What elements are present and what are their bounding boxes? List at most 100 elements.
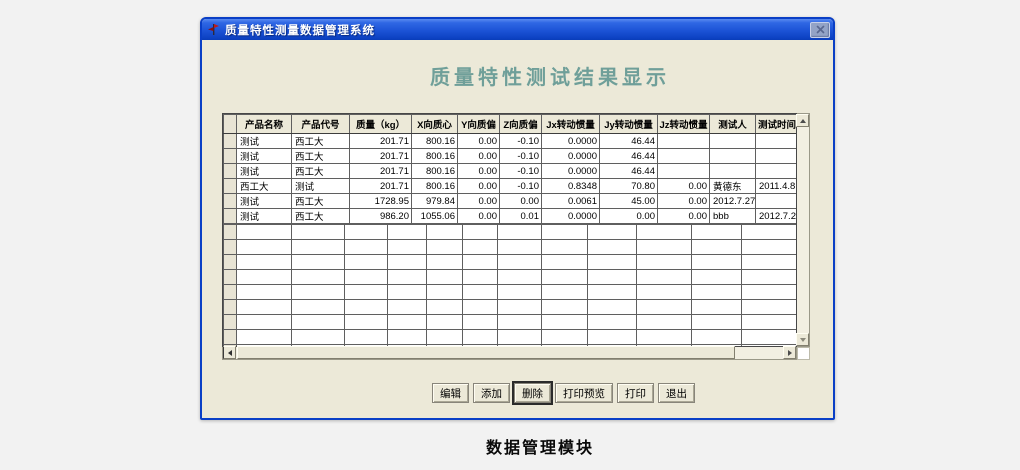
triangle-down-icon [799, 337, 806, 342]
empty-cell [236, 314, 292, 330]
table-cell: 测试 [236, 163, 292, 179]
row-selector[interactable] [223, 193, 237, 209]
horizontal-scrollbar-thumb[interactable] [237, 346, 735, 359]
table-cell [755, 133, 796, 149]
results-table: 产品名称 产品代号 质量（kg） X向质心 Y向质偏 Z向质偏 Jx转动惯量 Jy转动惯量 Jz… [223, 114, 796, 224]
empty-cell [587, 329, 637, 345]
empty-cell [344, 254, 388, 270]
empty-table-row [223, 269, 796, 285]
empty-cell [636, 329, 692, 345]
table-cell: 201.71 [349, 163, 412, 179]
empty-cell [462, 224, 498, 240]
table-cell: -0.10 [499, 178, 542, 194]
triangle-right-icon [787, 349, 792, 356]
scroll-left-button[interactable] [223, 346, 236, 359]
empty-cell [426, 329, 463, 345]
scroll-up-button[interactable] [796, 114, 809, 127]
empty-cell [462, 284, 498, 300]
empty-cell [741, 329, 796, 345]
table-cell: 0.00 [499, 193, 542, 209]
table-row[interactable]: 西工大 测试 201.71 800.16 0.00 -0.10 0.8348 70.80 0.0… [223, 178, 796, 194]
results-grid: 产品名称 产品代号 质量（kg） X向质心 Y向质偏 Z向质偏 Jx转动惯量 Jy转动惯量 Jz… [222, 113, 810, 360]
scroll-right-button[interactable] [783, 346, 796, 359]
table-cell: 201.71 [349, 178, 412, 194]
empty-cell [497, 329, 542, 345]
row-selector[interactable] [223, 148, 237, 164]
table-cell: 0.00 [457, 208, 500, 224]
empty-cell [691, 299, 742, 315]
table-cell: 0.0000 [541, 148, 600, 164]
table-row[interactable]: 测试 西工大 201.71 800.16 0.00 -0.10 0.0000 46.44 [223, 148, 796, 164]
empty-cell [291, 254, 345, 270]
table-cell [657, 133, 710, 149]
header-row: 产品名称 产品代号 质量（kg） X向质心 Y向质偏 Z向质偏 Jx转动惯量 Jy转动惯量 Jz… [223, 114, 796, 134]
empty-cell [291, 314, 345, 330]
column-header: 产品名称 [236, 114, 292, 134]
empty-cell [223, 284, 237, 300]
empty-cell [691, 239, 742, 255]
table-cell [755, 148, 796, 164]
column-header: 测试时间 [755, 114, 796, 134]
horizontal-scrollbar[interactable] [222, 346, 797, 360]
scrollbar-corner [797, 347, 810, 360]
exit-button[interactable]: 退出 [658, 383, 695, 403]
edit-button[interactable]: 编辑 [432, 383, 469, 403]
empty-cell [223, 299, 237, 315]
empty-cell [236, 329, 292, 345]
empty-cell [462, 254, 498, 270]
close-button[interactable] [810, 21, 830, 38]
table-cell: 2011.4.8 [755, 178, 796, 194]
table-cell: 2012.7.2 [755, 208, 796, 224]
empty-table-row [223, 344, 796, 346]
table-cell: 46.44 [599, 148, 658, 164]
row-selector[interactable] [223, 208, 237, 224]
table-cell: 201.71 [349, 148, 412, 164]
table-cell: 0.00 [457, 193, 500, 209]
module-caption: 数据管理模块 [485, 440, 594, 457]
vertical-scrollbar[interactable] [796, 113, 810, 347]
table-cell: 测试 [236, 148, 292, 164]
table-cell: 0.01 [499, 208, 542, 224]
empty-cell [541, 269, 588, 285]
print-button[interactable]: 打印 [617, 383, 654, 403]
grid-area: 产品名称 产品代号 质量（kg） X向质心 Y向质偏 Z向质偏 Jx转动惯量 Jy转动惯量 Jz… [222, 113, 797, 347]
empty-cell [236, 224, 292, 240]
table-cell: 0.00 [657, 178, 710, 194]
table-cell [709, 133, 756, 149]
title-bar[interactable]: 质量特性测量数据管理系统 [202, 19, 833, 40]
table-cell: 0.8348 [541, 178, 600, 194]
column-header: Jx转动惯量 [541, 114, 600, 134]
row-selector[interactable] [223, 178, 237, 194]
app-icon [207, 23, 221, 37]
table-cell: 0.00 [457, 133, 500, 149]
delete-button[interactable]: 删除 [512, 381, 553, 405]
row-selector[interactable] [223, 163, 237, 179]
scroll-down-button[interactable] [796, 333, 809, 346]
empty-cell [236, 239, 292, 255]
empty-cell [691, 329, 742, 345]
empty-cell [387, 314, 427, 330]
table-cell: 45.00 [599, 193, 658, 209]
empty-table-row [223, 284, 796, 300]
table-cell [755, 163, 796, 179]
empty-cell [387, 299, 427, 315]
row-selector[interactable] [223, 133, 237, 149]
table-cell: 0.00 [457, 163, 500, 179]
print-preview-button[interactable]: 打印预览 [555, 383, 613, 403]
table-row[interactable]: 测试 西工大 201.71 800.16 0.00 -0.10 0.0000 46.44 [223, 133, 796, 149]
add-button[interactable]: 添加 [473, 383, 510, 403]
table-cell: 西工大 [236, 178, 292, 194]
triangle-up-icon [799, 118, 806, 123]
table-row[interactable]: 测试 西工大 201.71 800.16 0.00 -0.10 0.0000 46.44 [223, 163, 796, 179]
table-cell: 测试 [236, 208, 292, 224]
table-row[interactable]: 测试 西工大 986.20 1055.06 0.00 0.01 0.0000 0.00 0.00… [223, 208, 796, 224]
table-cell [709, 148, 756, 164]
table-cell: 测试 [236, 193, 292, 209]
empty-cell [741, 299, 796, 315]
empty-table-row [223, 329, 796, 345]
table-cell: 西工大 [291, 193, 350, 209]
table-cell: 西工大 [291, 133, 350, 149]
empty-cell [497, 269, 542, 285]
table-cell: 黄德东 [709, 178, 756, 194]
table-row[interactable]: 测试 西工大 1728.95 979.84 0.00 0.00 0.0061 45.00 0.0… [223, 193, 796, 209]
